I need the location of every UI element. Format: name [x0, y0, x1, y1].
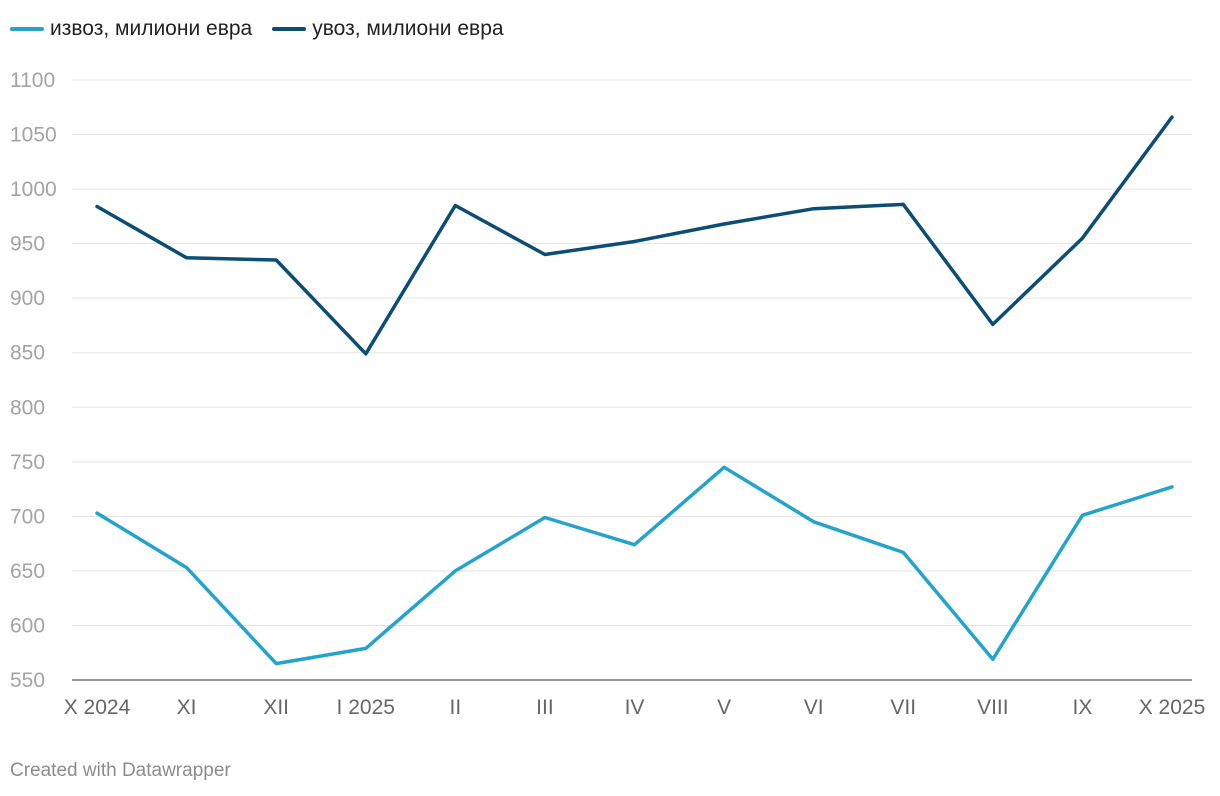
y-tick-label-600: 600	[10, 614, 45, 637]
x-axis-tick-labels: X 2024 XI XII I 2025 II III IV V VI VII VIII IX X 20…	[64, 696, 1206, 719]
x-tick-label: V	[717, 696, 731, 719]
y-tick-label-700: 700	[10, 505, 45, 528]
y-tick-label-950: 950	[10, 233, 45, 256]
legend-swatch-import	[272, 27, 307, 31]
x-tick-label: II	[449, 696, 461, 719]
x-tick-label: VI	[804, 696, 824, 719]
y-tick-label-750: 750	[10, 451, 45, 474]
y-tick-label-900: 900	[10, 287, 45, 310]
datawrapper-credit: Created with Datawrapper	[10, 760, 231, 781]
legend-label-export: извоз, милиони евра	[50, 17, 253, 40]
y-tick-label-550: 550	[10, 669, 45, 692]
y-tick-label-850: 850	[10, 342, 45, 365]
x-tick-label: I 2025	[337, 696, 395, 719]
series-lines	[95, 115, 1174, 666]
x-tick-label: IV	[625, 696, 645, 719]
y-tick-label-1100: 1100	[10, 69, 55, 92]
series-line-export	[95, 465, 1174, 666]
legend-item-export: извоз, милиони евра	[10, 17, 252, 41]
x-tick-label: III	[536, 696, 554, 719]
chart-legend: извоз, милиони евра увоз, милиони евра	[10, 14, 524, 44]
x-tick-label: XII	[263, 696, 289, 719]
x-tick-label: X 2024	[64, 696, 131, 719]
x-tick-label: XI	[177, 696, 197, 719]
legend-swatch-export	[10, 27, 44, 31]
y-tick-label-800: 800	[10, 396, 45, 419]
y-tick-label-650: 650	[10, 560, 45, 583]
y-tick-label-1050: 1050	[10, 124, 57, 147]
x-tick-label: X 2025	[1139, 696, 1206, 719]
y-tick-label-1000: 1000	[10, 178, 57, 201]
y-axis-tick-labels: 550 600 650 700 750 800 850 900 950 1000 1050 1100	[10, 69, 57, 692]
x-tick-label: VIII	[977, 696, 1009, 719]
legend-item-import: увоз, милиони евра	[272, 17, 504, 41]
legend-label-import: увоз, милиони евра	[312, 17, 504, 40]
series-line-import	[95, 115, 1174, 356]
x-tick-label: IX	[1072, 696, 1092, 719]
gridlines	[72, 79, 1192, 681]
x-tick-label: VII	[890, 696, 916, 719]
